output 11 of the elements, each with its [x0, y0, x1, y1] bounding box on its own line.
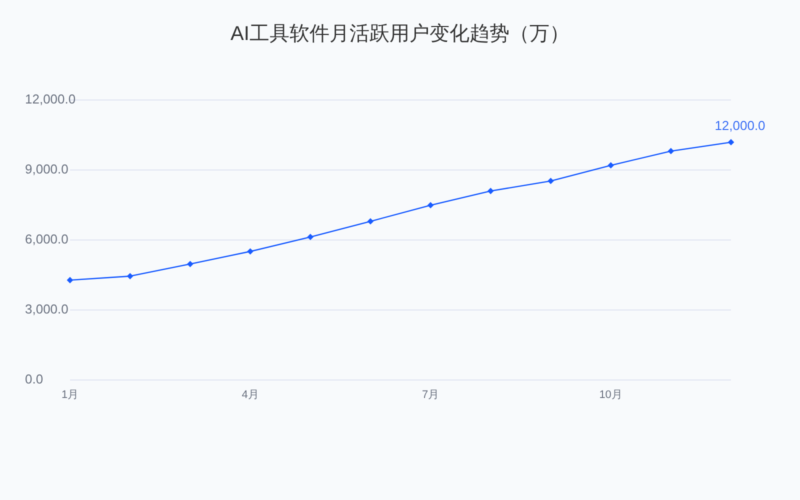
ytick-label: 3,000.0 [25, 301, 68, 316]
annotation: 12,000.0 [714, 118, 766, 134]
xtick-label: 4月 [242, 389, 259, 401]
ytick-label: 0.0 [25, 371, 44, 386]
xtick-label: 10月 [599, 389, 622, 401]
title: AI工具软件月活跃用户变化趋势（万） [230, 23, 570, 45]
xtick-label: 1月 [61, 389, 79, 401]
ytick-label: 12,000.0 [25, 91, 76, 106]
ytick-label: 9,000.0 [25, 161, 68, 176]
ytick-label: 6,000.0 [25, 231, 68, 246]
xtick-label: 7月 [422, 389, 440, 401]
